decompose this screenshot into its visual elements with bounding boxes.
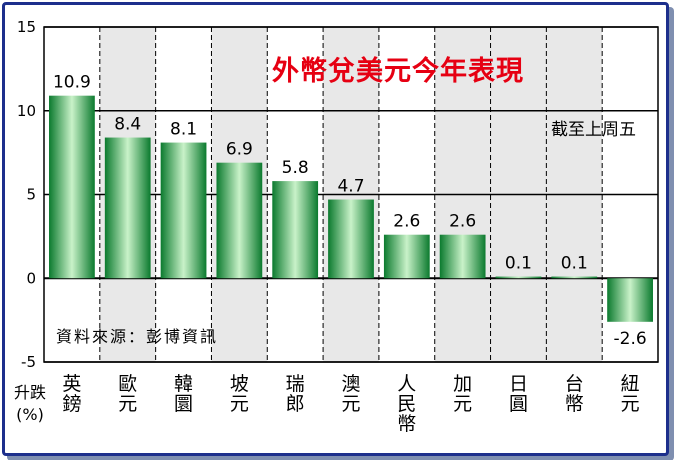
category-label: 加元 <box>453 373 472 415</box>
category-label: 坡元 <box>230 373 249 415</box>
value-label: 6.9 <box>226 140 253 160</box>
category-label: 瑞郎 <box>286 373 305 415</box>
value-label: 4.7 <box>337 177 364 197</box>
source-note: 資料來源：彭博資訊 <box>56 327 218 346</box>
value-label: 5.8 <box>282 158 309 178</box>
y-axis-unit: 升跌(%) <box>14 383 46 424</box>
y-axis: -5 0 5 10 15 <box>17 18 36 371</box>
bars <box>49 95 653 322</box>
bar <box>49 95 95 279</box>
bar <box>607 278 653 322</box>
bar <box>495 276 542 279</box>
y-tick-label: -5 <box>21 353 36 371</box>
bar <box>216 162 263 279</box>
value-label: -2.6 <box>614 329 647 349</box>
category-label: 人民幣 <box>397 373 416 435</box>
bar <box>104 137 151 279</box>
value-label: 8.4 <box>114 115 141 135</box>
value-label: 10.9 <box>53 73 91 93</box>
y-tick-label: 5 <box>26 186 36 204</box>
category-label: 日圓 <box>509 373 528 415</box>
bar <box>551 276 598 279</box>
bar <box>328 199 374 279</box>
category-label: 歐元 <box>118 373 137 415</box>
bar <box>272 181 319 279</box>
bar <box>383 234 430 279</box>
value-label: 8.1 <box>170 120 197 140</box>
y-tick-label: 15 <box>17 18 36 36</box>
category-label: 台幣 <box>565 373 584 415</box>
value-label: 2.6 <box>449 212 476 232</box>
value-label: 0.1 <box>561 254 588 274</box>
y-tick-label: 0 <box>26 269 36 287</box>
chart-title: 外幣兌美元今年表現 <box>272 55 524 87</box>
category-label: 澳元 <box>341 373 360 415</box>
value-label: 0.1 <box>505 254 532 274</box>
bar <box>439 234 486 279</box>
value-labels: 10.9 8.4 8.1 6.9 5.8 4.7 2.6 2.6 0.1 0.1 -2.6 <box>53 73 647 349</box>
y-tick-label: 10 <box>17 102 36 120</box>
bar <box>160 142 207 279</box>
chart-subtitle: 截至上周五 <box>551 120 636 140</box>
category-label: 英鎊 <box>62 373 81 415</box>
category-label: 紐元 <box>621 373 640 415</box>
value-label: 2.6 <box>393 212 420 232</box>
category-label: 韓圜 <box>174 373 193 415</box>
